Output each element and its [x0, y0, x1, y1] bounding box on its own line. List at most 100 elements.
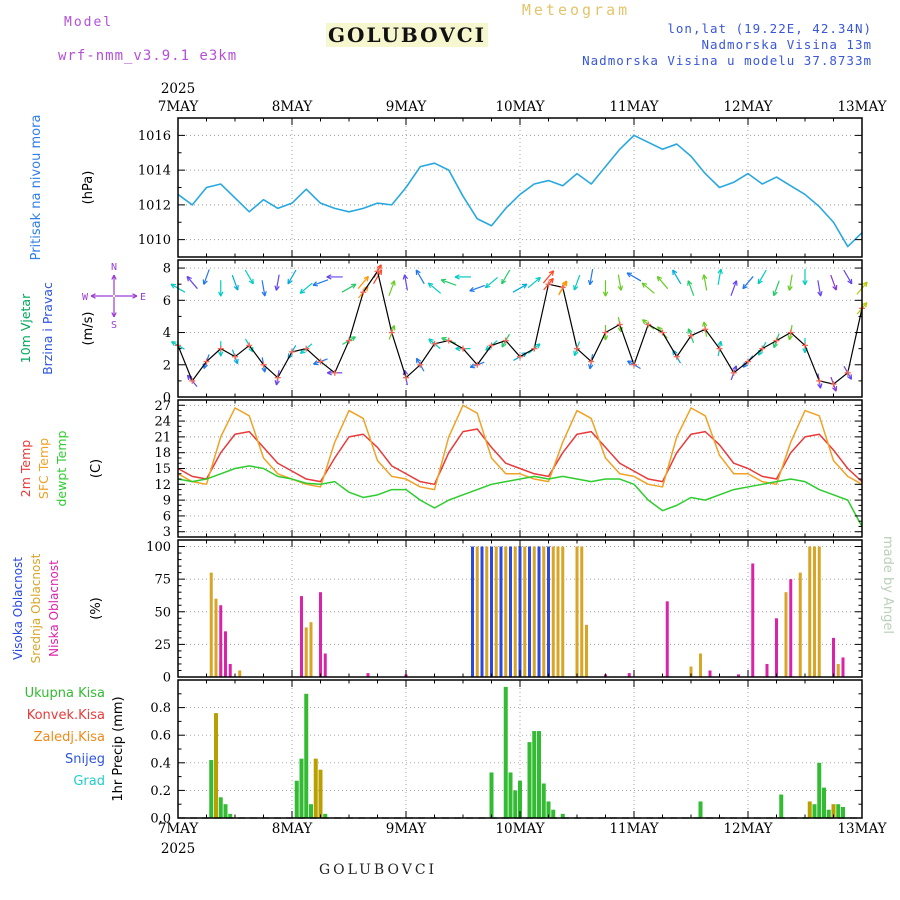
y-tick-label: 0.8 [150, 701, 171, 716]
cloud-legend-0: Visoka Oblacnost [11, 557, 25, 660]
temp-line-2m-temp [177, 428, 863, 486]
precip-unit: 1hr Precip (mm) [111, 696, 126, 801]
y-tick-label: 15 [154, 462, 171, 477]
y-tick-label: 0.4 [150, 756, 171, 771]
precip-legend-3: Snijeg [65, 752, 105, 767]
page-title: GOLUBOVCI [328, 23, 486, 47]
temp-line-dewpt-temp [177, 465, 863, 527]
year-label: 2025 [161, 841, 195, 857]
day-label: 12MAY [723, 821, 773, 837]
temp-legend-1: SFC Temp [36, 438, 51, 499]
day-label: 9MAY [386, 99, 428, 115]
panel-frame-pressure: 1010 1012 1014 1016 [138, 117, 863, 258]
panel-frame-precipitation: 0.0 0.2 0.4 0.6 0.8 [150, 679, 863, 827]
y-tick-label: 24 [154, 415, 171, 430]
precip-bars-zaledj [214, 713, 836, 818]
pressure-line [177, 134, 863, 248]
wind-unit: (m/s) [81, 312, 96, 346]
y-tick-label: 12 [154, 478, 171, 493]
y-tick-label: 18 [154, 446, 171, 461]
y-tick-label: 4 [163, 326, 171, 341]
cloud-bars-srednja [209, 546, 840, 677]
day-label: 7MAY [158, 99, 200, 115]
temp-legend-2: dewpt Temp [54, 430, 69, 506]
cloud-unit: (%) [89, 597, 104, 620]
wind-label-0: 10m Vjetar [18, 293, 33, 363]
pressure-unit: (hPa) [81, 171, 96, 205]
day-label: 13MAY [837, 99, 887, 115]
cloud-bars-niska [219, 563, 845, 677]
compass-letter: N [111, 262, 117, 273]
y-tick-label: 6 [163, 294, 171, 309]
y-tick-label: 27 [154, 399, 171, 414]
precip-legend-0: Ukupna Kisa [25, 686, 105, 701]
compass-rose: N E S W [82, 262, 146, 331]
y-tick-label: 1010 [138, 233, 171, 248]
day-label: 7MAY [158, 821, 200, 837]
y-tick-label: 1012 [138, 198, 171, 213]
model-elevation-text: Nadmorska Visina u modelu 37.8733m [582, 53, 872, 68]
year-label: 2025 [161, 81, 195, 97]
day-label: 11MAY [609, 821, 659, 837]
footer-title: GOLUBOVCI [319, 862, 437, 878]
y-tick-label: 1014 [138, 164, 171, 179]
precip-legend-4: Grad [73, 774, 105, 789]
day-label: 8MAY [272, 821, 314, 837]
elevation-text: Nadmorska Visina 13m [701, 37, 872, 52]
y-tick-label: 21 [154, 430, 171, 445]
temp-unit: (C) [89, 459, 104, 478]
chart-panels: 1010101210141016024683691215182124270255… [11, 81, 888, 857]
wind-label-1: Brzina i Pravac [40, 282, 55, 375]
y-tick-label: 0.0 [150, 812, 171, 827]
compass-letter: E [140, 292, 146, 303]
y-tick-label: 50 [154, 605, 171, 620]
panel-wind [170, 260, 868, 397]
y-tick-label: 9 [163, 494, 171, 509]
meteogram-label: Meteogram [522, 1, 630, 19]
precip-legend-1: Konvek.Kisa [27, 708, 105, 723]
y-tick-label: 6 [163, 509, 171, 524]
panel-axis-labels: Pritisak na nivou mora (hPa) 10m Vjetar Brz… [11, 115, 146, 802]
compass-letter: W [82, 292, 89, 303]
y-tick-label: 1016 [138, 129, 171, 144]
model-name: wrf-nmm_v3.9.1 e3km [58, 48, 237, 64]
y-tick-label: 0.6 [150, 729, 171, 744]
temp-legend-0: 2m Temp [18, 440, 33, 497]
day-label: 10MAY [495, 821, 545, 837]
pressure-ylabel: Pritisak na nivou mora [29, 115, 44, 261]
panel-temperature [177, 400, 863, 537]
cloud-legend-1: Srednja Oblacnost [29, 553, 43, 663]
day-label: 12MAY [723, 99, 773, 115]
panel-precipitation [178, 680, 862, 819]
cloud-bars-visoka [471, 546, 550, 677]
y-tick-label: 25 [154, 638, 171, 653]
panel-frame-wind: 0 2 4 6 8 [163, 259, 863, 406]
y-tick-label: 75 [154, 573, 171, 588]
y-tick-label: 0 [163, 671, 171, 686]
compass-letter: S [111, 320, 117, 331]
y-tick-label: 2 [163, 358, 171, 373]
precip-legend-2: Zaledj.Kisa [34, 730, 105, 745]
precip-bars-ukupna [209, 686, 845, 818]
y-tick-label: 100 [146, 540, 171, 555]
panel-cloudiness [178, 540, 862, 678]
panel-frame-cloudiness: 0 25 50 75 100 [146, 539, 863, 686]
lonlat-text: lon,lat (19.22E, 42.34N) [667, 21, 872, 36]
time-axis-labels: 7MAY 7MAY 8MAY 8MAY 9MAY 9MAY 10MAY 10MAY 11MAY 1… [158, 81, 888, 857]
watermark: made by Angel [880, 536, 895, 634]
model-label: Model [64, 15, 113, 30]
y-tick-label: 3 [163, 525, 171, 540]
title-highlight [326, 23, 488, 47]
y-tick-label: 8 [163, 262, 171, 277]
day-label: 10MAY [495, 99, 545, 115]
y-tick-label: 0 [163, 391, 171, 406]
cloud-legend-2: Niska Oblacnost [47, 560, 61, 657]
day-label: 8MAY [272, 99, 314, 115]
panel-pressure [177, 118, 863, 257]
y-tick-label: 0.2 [150, 784, 171, 799]
day-label: 13MAY [837, 821, 887, 837]
day-label: 11MAY [609, 99, 659, 115]
